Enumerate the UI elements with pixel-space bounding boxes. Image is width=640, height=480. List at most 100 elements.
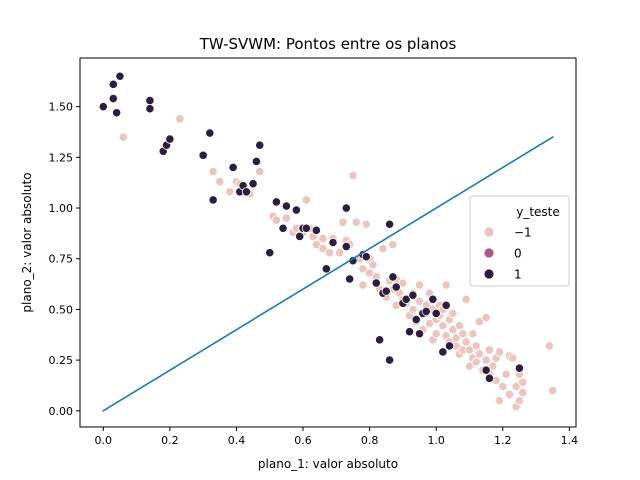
legend-label: −1 bbox=[514, 226, 532, 240]
scatter-point-neg1-99 bbox=[494, 396, 505, 406]
y-tick-label: 1.25 bbox=[49, 151, 74, 164]
scatter-point-neg1-51 bbox=[408, 304, 418, 315]
scatter-point-pos1-40 bbox=[381, 286, 391, 296]
scatter-point-pos1-12 bbox=[208, 195, 218, 205]
scatter-point-pos1-4 bbox=[115, 71, 125, 81]
scatter-point-pos1-43 bbox=[388, 272, 398, 282]
scatter-point-neg1-25 bbox=[338, 217, 348, 227]
y-axis-label: plano_2: valor absoluto bbox=[20, 172, 34, 312]
scatter-point-pos1-9 bbox=[165, 134, 175, 144]
scatter-point-pos1-22 bbox=[278, 223, 288, 233]
scatter-point-neg1-16 bbox=[301, 195, 311, 205]
scatter-point-neg1-54 bbox=[414, 296, 425, 306]
scatter-point-neg1-100 bbox=[494, 347, 505, 357]
scatter-point-neg1-36 bbox=[368, 260, 378, 270]
y-axis-ticks: 0.00 0.25 0.50 0.75 1.00 1.25 1.50 bbox=[49, 101, 80, 418]
scatter-point-neg1-74 bbox=[448, 308, 458, 319]
scatter-point-pos1-21 bbox=[271, 197, 281, 207]
x-tick-label: 1.2 bbox=[494, 434, 512, 447]
scatter-point-pos1-33 bbox=[345, 274, 355, 284]
legend-label: 0 bbox=[514, 247, 522, 261]
scatter-point-neg1-19 bbox=[311, 239, 321, 250]
scatter-point-pos1-60 bbox=[514, 363, 525, 373]
x-tick-label: 1.0 bbox=[427, 434, 445, 447]
scatter-point-pos1-18 bbox=[251, 156, 262, 166]
scatter-point-pos1-56 bbox=[441, 300, 451, 310]
scatter-point-neg1-83 bbox=[464, 345, 475, 355]
scatter-point-pos1-10 bbox=[198, 150, 208, 160]
scatter-point-neg1-93 bbox=[481, 355, 491, 365]
scatter-point-pos1-28 bbox=[311, 225, 321, 235]
x-tick-label: 0.8 bbox=[361, 434, 379, 447]
x-axis-ticks: 0.0 0.2 0.4 0.6 0.8 1.0 1.2 1.4 bbox=[95, 427, 579, 447]
scatter-point-pos1-11 bbox=[205, 128, 215, 138]
scatter-point-pos1-52 bbox=[421, 306, 431, 317]
scatter-point-neg1-90 bbox=[474, 316, 485, 327]
line-layer bbox=[102, 135, 554, 412]
scatter-point-pos1-42 bbox=[384, 219, 395, 229]
y-tick-label: 0.25 bbox=[49, 354, 74, 367]
scatter-point-pos1-53 bbox=[428, 294, 438, 304]
scatter-point-neg1-0 bbox=[118, 132, 128, 142]
scatter-point-neg1-48 bbox=[398, 278, 408, 288]
scatter-point-neg1-89 bbox=[474, 349, 485, 359]
scatter-point-neg1-9 bbox=[255, 166, 265, 177]
scatter-point-pos1-41 bbox=[384, 355, 395, 365]
scatter-point-pos1-2 bbox=[108, 79, 118, 89]
scatter-point-pos1-49 bbox=[411, 314, 421, 325]
x-tick-label: 0.0 bbox=[95, 434, 113, 447]
scatter-point-neg1-60 bbox=[424, 318, 435, 329]
scatter-point-neg1-94 bbox=[484, 345, 495, 355]
scatter-point-neg1-105 bbox=[508, 353, 518, 363]
scatter-point-neg1-22 bbox=[325, 248, 335, 258]
scatter-point-neg1-111 bbox=[518, 387, 528, 398]
y-tick-label: 1.00 bbox=[49, 202, 74, 215]
scatter-point-pos1-16 bbox=[241, 187, 252, 197]
scatter-point-neg1-108 bbox=[514, 396, 525, 406]
scatter-point-neg1-42 bbox=[388, 239, 398, 250]
scatter-point-neg1-102 bbox=[501, 369, 511, 379]
scatter-point-pos1-50 bbox=[414, 329, 425, 339]
scatter-point-pos1-59 bbox=[484, 373, 495, 383]
x-tick-label: 0.6 bbox=[294, 434, 312, 447]
scatter-point-neg1-39 bbox=[378, 243, 388, 254]
scatter-point-neg1-84 bbox=[464, 361, 475, 371]
scatter-point-pos1-37 bbox=[371, 278, 381, 288]
scatter-point-neg1-28 bbox=[348, 170, 358, 181]
y-tick-label: 0.00 bbox=[49, 405, 74, 418]
scatter-point-pos1-55 bbox=[438, 347, 448, 357]
scatter-point-neg1-11 bbox=[271, 215, 281, 225]
x-tick-label: 1.4 bbox=[561, 434, 579, 447]
scatter-point-pos1-47 bbox=[404, 327, 415, 337]
reference-line bbox=[102, 135, 554, 412]
scatter-point-neg1-1 bbox=[175, 114, 185, 124]
scatter-point-neg1-106 bbox=[511, 381, 521, 392]
scatter-point-pos1-32 bbox=[341, 241, 351, 252]
x-tick-label: 0.2 bbox=[161, 434, 179, 447]
scatter-point-pos1-17 bbox=[248, 179, 258, 189]
scatter-point-pos1-19 bbox=[255, 140, 265, 150]
scatter-point-neg1-3 bbox=[215, 177, 225, 187]
y-tick-label: 1.50 bbox=[49, 101, 74, 114]
legend-label: 1 bbox=[514, 268, 522, 282]
scatter-point-neg1-85 bbox=[468, 329, 478, 339]
scatter-point-neg1-96 bbox=[488, 361, 498, 371]
scatter-point-neg1-82 bbox=[461, 294, 471, 304]
scatter-point-neg1-64 bbox=[431, 329, 441, 339]
scatter-point-neg1-77 bbox=[454, 321, 465, 331]
scatter-point-pos1-38 bbox=[374, 335, 385, 345]
scatter-point-pos1-30 bbox=[328, 237, 338, 248]
scatter-point-neg1-24 bbox=[335, 248, 345, 258]
scatter-point-neg1-87 bbox=[471, 341, 481, 351]
legend-marker bbox=[483, 226, 495, 238]
x-axis-label: plano_1: valor absoluto bbox=[258, 457, 398, 471]
legend-marker bbox=[483, 268, 495, 280]
scatter-point-neg1-103 bbox=[504, 389, 515, 400]
x-tick-label: 0.4 bbox=[228, 434, 246, 447]
legend-title: y_teste bbox=[516, 205, 560, 219]
scatter-point-neg1-88 bbox=[471, 357, 481, 367]
scatter-point-pos1-29 bbox=[321, 264, 331, 274]
scatter-point-neg1-110 bbox=[518, 377, 528, 387]
scatter-point-pos1-5 bbox=[145, 95, 155, 106]
scatter-point-neg1-31 bbox=[358, 264, 368, 274]
